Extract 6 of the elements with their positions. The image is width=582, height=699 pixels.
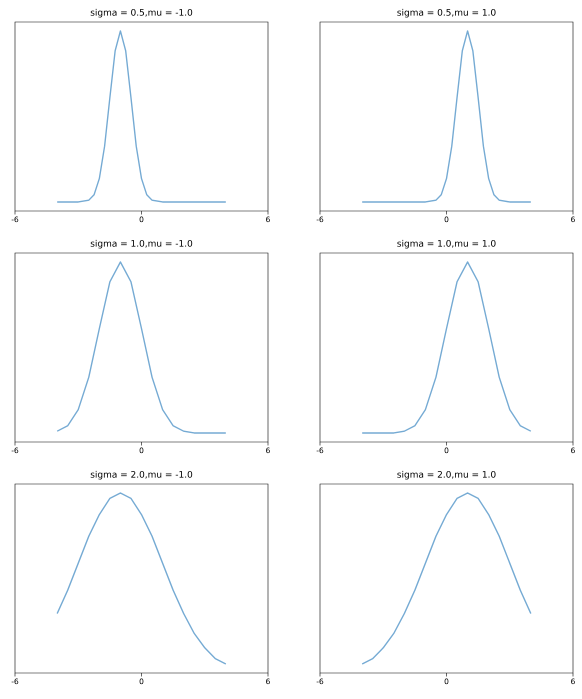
chart-title: sigma = 2.0,mu = -1.0 [90, 470, 192, 480]
chart-title: sigma = 0.5,mu = -1.0 [90, 8, 192, 18]
chart-title: sigma = 1.0,mu = 1.0 [397, 240, 496, 248]
chart-title: sigma = 2.0,mu = 1.0 [397, 470, 496, 480]
chart-title: sigma = 1.0,mu = -1.0 [90, 240, 192, 248]
chart-title: sigma = 0.5,mu = 1.0 [397, 8, 496, 18]
